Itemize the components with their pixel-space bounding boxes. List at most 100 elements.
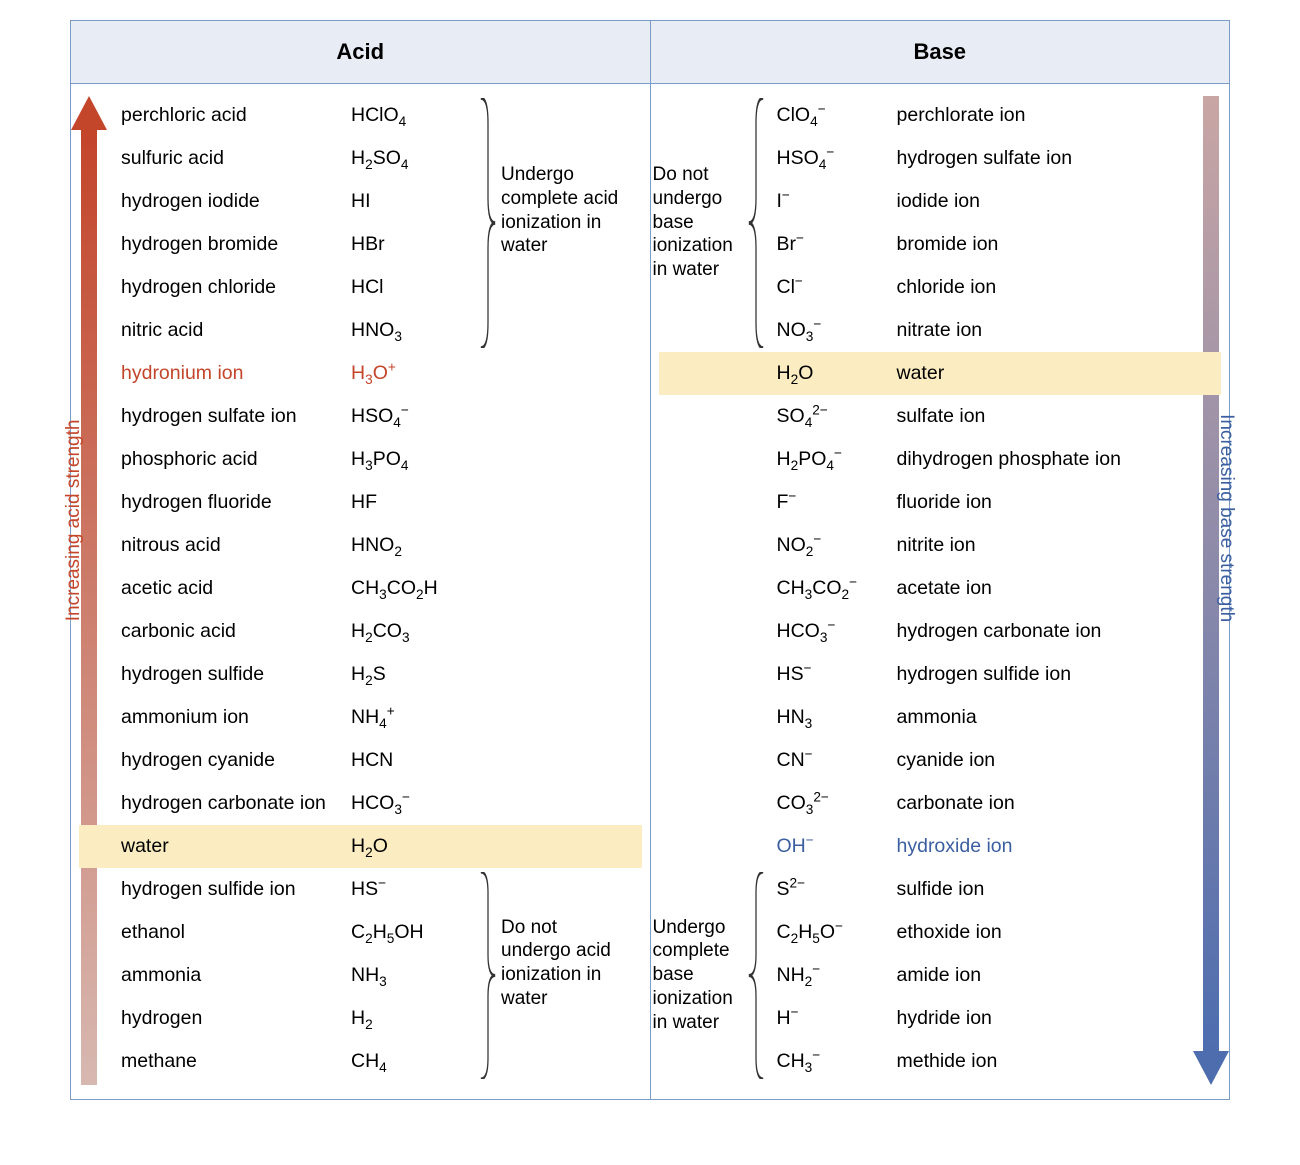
acid-formula: H2O bbox=[351, 835, 473, 858]
acid-row: ammonium ionNH4+ bbox=[79, 696, 642, 739]
base-name: water bbox=[897, 362, 1157, 385]
acid-row: acetic acidCH3CO2H bbox=[79, 567, 642, 610]
acid-formula: HClO4 bbox=[351, 104, 473, 127]
base-formula: NO3− bbox=[777, 319, 897, 342]
base-row: NO3−nitrate ion bbox=[659, 309, 1222, 352]
base-top-brace-icon bbox=[747, 98, 765, 348]
acid-row: nitric acidHNO3 bbox=[79, 309, 642, 352]
acid-base-table: Acid Base Increasing acid strength perch… bbox=[70, 20, 1230, 1100]
acid-formula: HCN bbox=[351, 749, 473, 772]
base-name: fluoride ion bbox=[897, 491, 1157, 514]
base-formula: HN3 bbox=[777, 706, 897, 729]
acid-row: hydrogen sulfate ionHSO4− bbox=[79, 395, 642, 438]
acid-formula: HNO3 bbox=[351, 319, 473, 342]
base-column: Increasing base strength ClO4−perchlorat… bbox=[651, 84, 1230, 1099]
acid-column: Increasing acid strength perchloric acid… bbox=[71, 84, 651, 1099]
base-formula: H2O bbox=[777, 362, 897, 385]
base-name: ethoxide ion bbox=[897, 921, 1157, 944]
acid-name: hydrogen sulfide ion bbox=[121, 878, 351, 901]
acid-name: hydrogen bromide bbox=[121, 233, 351, 256]
acid-name: hydronium ion bbox=[121, 362, 351, 385]
acid-formula: NH3 bbox=[351, 964, 473, 987]
base-row: HCO3−hydrogen carbonate ion bbox=[659, 610, 1222, 653]
acid-formula: H2 bbox=[351, 1007, 473, 1030]
base-name: methide ion bbox=[897, 1050, 1157, 1073]
acid-formula: H3O+ bbox=[351, 362, 473, 385]
acid-formula: CH4 bbox=[351, 1050, 473, 1073]
acid-formula: CH3CO2H bbox=[351, 577, 473, 600]
acid-name: nitric acid bbox=[121, 319, 351, 342]
acid-row: hydrogen carbonate ionHCO3− bbox=[79, 782, 642, 825]
acid-formula: H3PO4 bbox=[351, 448, 473, 471]
base-name: hydrogen carbonate ion bbox=[897, 620, 1157, 643]
acid-name: hydrogen iodide bbox=[121, 190, 351, 213]
acid-bottom-brace-label: Do not undergo acid ionization in water bbox=[501, 916, 621, 1011]
base-formula: NH2− bbox=[777, 964, 897, 987]
acid-name: methane bbox=[121, 1050, 351, 1073]
base-row: CH3−methide ion bbox=[659, 1040, 1222, 1083]
base-row: F−fluoride ion bbox=[659, 481, 1222, 524]
acid-bottom-brace-icon bbox=[479, 872, 497, 1079]
base-row: H2Owater bbox=[659, 352, 1222, 395]
table-header: Acid Base bbox=[71, 21, 1229, 84]
base-row: CN−cyanide ion bbox=[659, 739, 1222, 782]
base-formula: ClO4− bbox=[777, 104, 897, 127]
acid-row: hydrogen sulfideH2S bbox=[79, 653, 642, 696]
base-formula: CN− bbox=[777, 749, 897, 772]
base-name: dihydrogen phosphate ion bbox=[897, 448, 1157, 471]
acid-top-brace-icon bbox=[479, 98, 497, 348]
acid-formula: HCl bbox=[351, 276, 473, 299]
acid-formula: H2CO3 bbox=[351, 620, 473, 643]
acid-formula: H2S bbox=[351, 663, 473, 686]
base-formula: OH− bbox=[777, 835, 897, 858]
base-name: bromide ion bbox=[897, 233, 1157, 256]
base-row: H2PO4−dihydrogen phosphate ion bbox=[659, 438, 1222, 481]
acid-formula: HI bbox=[351, 190, 473, 213]
acid-formula: HCO3− bbox=[351, 792, 473, 815]
acid-name: water bbox=[121, 835, 351, 858]
base-row: CO32−carbonate ion bbox=[659, 782, 1222, 825]
base-formula: F− bbox=[777, 491, 897, 514]
base-bottom-brace-icon bbox=[747, 872, 765, 1079]
acid-row: hydronium ionH3O+ bbox=[79, 352, 642, 395]
acid-name: hydrogen sulfate ion bbox=[121, 405, 351, 428]
header-base: Base bbox=[651, 21, 1230, 83]
base-name: nitrate ion bbox=[897, 319, 1157, 342]
base-name: hydride ion bbox=[897, 1007, 1157, 1030]
acid-name: sulfuric acid bbox=[121, 147, 351, 170]
table-body: Increasing acid strength perchloric acid… bbox=[71, 84, 1229, 1099]
acid-formula: C2H5OH bbox=[351, 921, 473, 944]
acid-name: nitrous acid bbox=[121, 534, 351, 557]
base-row: S2−sulfide ion bbox=[659, 868, 1222, 911]
base-name: perchlorate ion bbox=[897, 104, 1157, 127]
acid-row: methaneCH4 bbox=[79, 1040, 642, 1083]
base-formula: HCO3− bbox=[777, 620, 897, 643]
acid-name: ammonium ion bbox=[121, 706, 351, 729]
base-top-brace-label: Do not undergo base ionization in water bbox=[653, 163, 745, 282]
acid-name: hydrogen carbonate ion bbox=[121, 792, 351, 815]
base-formula: CH3− bbox=[777, 1050, 897, 1073]
acid-formula: NH4+ bbox=[351, 706, 473, 729]
base-name: hydroxide ion bbox=[897, 835, 1157, 858]
acid-name: ethanol bbox=[121, 921, 351, 944]
acid-name: phosphoric acid bbox=[121, 448, 351, 471]
acid-formula: H2SO4 bbox=[351, 147, 473, 170]
base-name: acetate ion bbox=[897, 577, 1157, 600]
acid-name: hydrogen bbox=[121, 1007, 351, 1030]
base-row: CH3CO2−acetate ion bbox=[659, 567, 1222, 610]
base-formula: H− bbox=[777, 1007, 897, 1030]
acid-row: nitrous acidHNO2 bbox=[79, 524, 642, 567]
base-formula: HS− bbox=[777, 663, 897, 686]
base-formula: H2PO4− bbox=[777, 448, 897, 471]
base-row: NO2−nitrite ion bbox=[659, 524, 1222, 567]
acid-row: hydrogen cyanideHCN bbox=[79, 739, 642, 782]
base-name: carbonate ion bbox=[897, 792, 1157, 815]
base-name: chloride ion bbox=[897, 276, 1157, 299]
base-name: hydrogen sulfide ion bbox=[897, 663, 1157, 686]
base-name: cyanide ion bbox=[897, 749, 1157, 772]
base-bottom-brace-label: Undergo complete base ionization in wate… bbox=[653, 916, 745, 1035]
base-name: iodide ion bbox=[897, 190, 1157, 213]
header-acid: Acid bbox=[71, 21, 651, 83]
acid-name: hydrogen sulfide bbox=[121, 663, 351, 686]
base-name: ammonia bbox=[897, 706, 1157, 729]
